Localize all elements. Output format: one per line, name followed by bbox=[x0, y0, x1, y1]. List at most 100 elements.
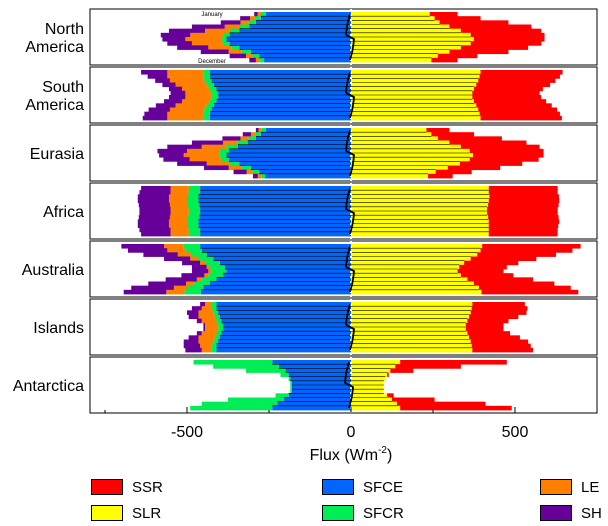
bar-sfce-p2-r2 bbox=[255, 136, 351, 141]
bar-le-p3-r6 bbox=[170, 211, 189, 216]
x-axis-label-end: ) bbox=[387, 447, 392, 464]
bar-sh-p1-r7 bbox=[164, 99, 183, 104]
bar-ssr-p0-r7 bbox=[470, 41, 542, 46]
bar-sfcr-p5-r8 bbox=[214, 335, 220, 340]
bar-slr-p6-r0 bbox=[351, 360, 401, 365]
bar-sfcr-p1-r3 bbox=[206, 82, 214, 88]
bar-sfce-p3-r2 bbox=[198, 194, 351, 199]
bar-ssr-p3-r2 bbox=[489, 194, 559, 199]
bar-sfcr-p2-r7 bbox=[220, 157, 229, 162]
bar-slr-p1-r8 bbox=[351, 103, 477, 108]
bar-le-p1-r3 bbox=[175, 82, 207, 88]
bar-sfcr-p2-r9 bbox=[241, 165, 251, 171]
bar-le-p5-r5 bbox=[205, 322, 219, 328]
bar-slr-p1-r10 bbox=[351, 111, 480, 117]
bar-le-p0-r6 bbox=[185, 37, 222, 42]
bar-sfcr-p1-r5 bbox=[211, 90, 219, 96]
bar-sh-p2-r1 bbox=[242, 132, 251, 137]
bar-le-p1-r5 bbox=[185, 90, 212, 96]
legend-label-ssr: SSR bbox=[132, 478, 163, 496]
bar-slr-p5-r9 bbox=[351, 339, 471, 345]
bar-sfce-p2-r5 bbox=[228, 148, 351, 154]
bar-slr-p6-r10 bbox=[351, 401, 397, 407]
legend-label-slr: SLR bbox=[132, 504, 162, 522]
bar-sfcr-p3-r0 bbox=[188, 186, 201, 191]
bar-sfcr-p4-r11 bbox=[184, 289, 201, 295]
legend: SSR SFCE LE SLR SFCR SH bbox=[0, 474, 608, 526]
bar-sfce-p4-r6 bbox=[226, 269, 351, 274]
bar-slr-p1-r2 bbox=[351, 78, 479, 83]
bar-le-p1-r6 bbox=[185, 95, 212, 100]
bar-sh-p3-r5 bbox=[139, 206, 171, 212]
bar-le-p2-r5 bbox=[187, 148, 220, 154]
bar-sfcr-p5-r0 bbox=[211, 302, 217, 307]
bar-sfcr-p5-r4 bbox=[216, 318, 222, 324]
bar-sfcr-p1-r2 bbox=[204, 78, 212, 83]
bar-le-p4-r11 bbox=[166, 289, 185, 295]
bar-le-p4-r10 bbox=[173, 285, 187, 291]
bar-sh-p5-r10 bbox=[183, 343, 201, 349]
bar-sfcr-p3-r9 bbox=[187, 223, 199, 229]
bar-sh-p0-r10 bbox=[229, 53, 247, 59]
bar-sfcr-p5-r11 bbox=[211, 347, 217, 353]
bar-sfce-p0-r2 bbox=[255, 20, 351, 25]
bar-ssr-p3-r9 bbox=[488, 223, 559, 229]
bar-ssr-p1-r3 bbox=[476, 82, 551, 88]
bar-slr-p2-r7 bbox=[351, 157, 470, 162]
bar-slr-p5-r4 bbox=[351, 318, 468, 324]
bar-ssr-p0-r0 bbox=[429, 12, 458, 17]
bar-ssr-p2-r10 bbox=[435, 169, 472, 175]
bar-sfcr-p2-r10 bbox=[252, 169, 260, 175]
bar-slr-p6-r9 bbox=[351, 397, 392, 403]
legend-item-sfcr: SFCR bbox=[322, 502, 404, 524]
bar-sfcr-p6-r6 bbox=[290, 385, 292, 390]
bar-sfce-p0-r7 bbox=[229, 41, 351, 46]
bar-sfce-p4-r3 bbox=[213, 256, 351, 262]
bar-sh-p1-r10 bbox=[144, 111, 168, 117]
bar-le-p3-r11 bbox=[170, 231, 189, 237]
bar-sfce-p5-r7 bbox=[221, 331, 351, 336]
bar-slr-p5-r11 bbox=[351, 347, 473, 353]
bar-sh-p5-r6 bbox=[203, 327, 206, 332]
bar-sfce-p0-r3 bbox=[249, 24, 351, 30]
bar-slr-p2-r9 bbox=[351, 165, 448, 171]
bar-sh-p3-r0 bbox=[141, 186, 171, 191]
bar-sfcr-p2-r1 bbox=[255, 132, 261, 137]
bar-slr-p6-r4 bbox=[351, 376, 386, 382]
bar-le-p1-r2 bbox=[169, 78, 205, 83]
bar-sfce-p4-r10 bbox=[203, 285, 351, 291]
bar-sfce-p2-r11 bbox=[265, 173, 351, 179]
bar-sh-p4-r4 bbox=[182, 260, 201, 266]
legend-swatch-ssr bbox=[91, 479, 123, 495]
bar-slr-p1-r11 bbox=[351, 115, 481, 121]
bar-slr-p4-r2 bbox=[351, 252, 478, 257]
bar-slr-p1-r9 bbox=[351, 107, 479, 113]
bar-slr-p3-r6 bbox=[351, 211, 488, 216]
bar-ssr-p6-r2 bbox=[390, 368, 414, 373]
bar-sfce-p2-r4 bbox=[237, 144, 351, 150]
bar-sfcr-p4-r4 bbox=[205, 260, 220, 266]
legend-swatch-slr bbox=[91, 505, 123, 521]
bar-slr-p2-r2 bbox=[351, 136, 438, 141]
bar-sh-p3-r10 bbox=[139, 227, 171, 233]
bar-sfce-p2-r1 bbox=[260, 132, 351, 137]
bar-ssr-p6-r3 bbox=[387, 372, 389, 378]
bar-sh-p4-r11 bbox=[123, 289, 167, 295]
bar-sh-p0-r0 bbox=[254, 12, 258, 17]
bar-ssr-p2-r8 bbox=[459, 161, 523, 166]
bar-sfcr-p6-r2 bbox=[246, 368, 286, 373]
bar-sfcr-p0-r11 bbox=[259, 57, 265, 63]
bar-sfce-p1-r6 bbox=[218, 95, 351, 100]
region-label-6-0: Antarctica bbox=[13, 378, 84, 395]
bar-sh-p1-r4 bbox=[168, 86, 183, 92]
bar-ssr-p5-r8 bbox=[469, 335, 520, 340]
bar-sfcr-p5-r6 bbox=[218, 327, 224, 332]
bar-slr-p2-r10 bbox=[351, 169, 436, 175]
bar-sfcr-p4-r2 bbox=[190, 252, 207, 257]
bar-slr-p4-r0 bbox=[351, 244, 483, 249]
bar-ssr-p3-r6 bbox=[487, 211, 558, 216]
bar-ssr-p1-r1 bbox=[479, 74, 560, 79]
bar-sh-p5-r9 bbox=[183, 339, 199, 345]
bar-ssr-p5-r3 bbox=[469, 314, 519, 320]
bar-sfcr-p1-r8 bbox=[206, 103, 214, 108]
